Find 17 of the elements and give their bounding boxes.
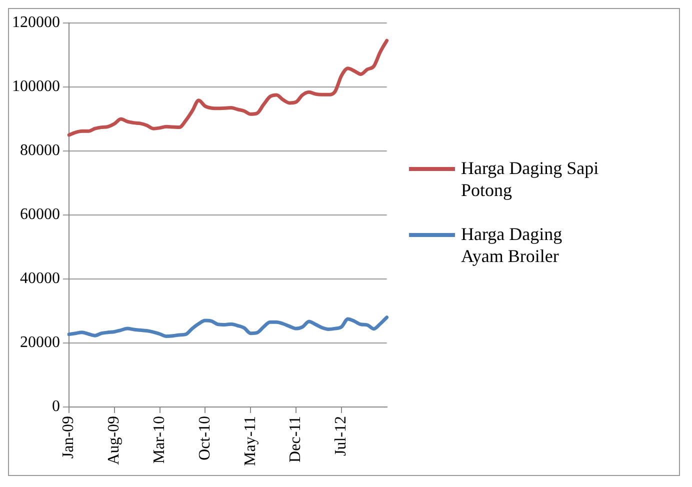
x-tick-label: Mar-10	[151, 416, 168, 464]
x-tick-label: Dec-11	[287, 416, 304, 462]
legend-label: Harga Daging Ayam Broiler	[461, 223, 564, 267]
x-tick-label: Aug-09	[106, 416, 123, 465]
y-tick-label: 80000	[20, 142, 60, 160]
x-tick-label: Jul-12	[332, 416, 350, 456]
legend-label: Harga Daging Sapi Potong	[461, 157, 600, 201]
y-tick-label: 60000	[20, 206, 60, 224]
y-tick-label: 100000	[12, 78, 60, 96]
y-tick-label: 120000	[12, 14, 60, 32]
x-tick-label: Oct-10	[196, 416, 214, 460]
x-tick-label: May-11	[242, 416, 259, 466]
y-tick-label: 0	[52, 398, 60, 416]
y-tick-label: 40000	[20, 270, 60, 288]
x-tick-label: Jan-09	[60, 416, 78, 459]
y-tick-label: 20000	[20, 334, 60, 352]
line-series	[67, 316, 389, 338]
